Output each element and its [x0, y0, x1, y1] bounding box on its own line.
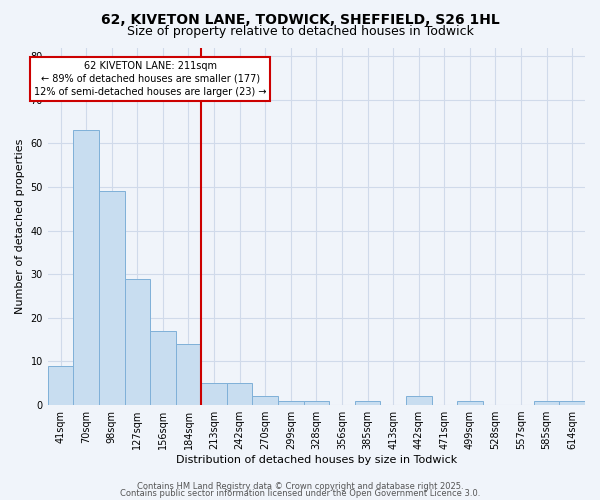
Bar [457, 400, 482, 405]
Bar [99, 192, 125, 405]
Y-axis label: Number of detached properties: Number of detached properties [15, 138, 25, 314]
Text: Contains HM Land Registry data © Crown copyright and database right 2025.: Contains HM Land Registry data © Crown c… [137, 482, 463, 491]
Bar [534, 400, 559, 405]
Bar [355, 400, 380, 405]
Text: 62 KIVETON LANE: 211sqm
← 89% of detached houses are smaller (177)
12% of semi-d: 62 KIVETON LANE: 211sqm ← 89% of detache… [34, 60, 266, 97]
Bar [73, 130, 99, 405]
Text: Size of property relative to detached houses in Todwick: Size of property relative to detached ho… [127, 25, 473, 38]
Bar [201, 384, 227, 405]
Text: Contains public sector information licensed under the Open Government Licence 3.: Contains public sector information licen… [120, 490, 480, 498]
Bar [150, 331, 176, 405]
Bar [278, 400, 304, 405]
Bar [48, 366, 73, 405]
Bar [125, 278, 150, 405]
Bar [253, 396, 278, 405]
Bar [406, 396, 431, 405]
Bar [304, 400, 329, 405]
Text: 62, KIVETON LANE, TODWICK, SHEFFIELD, S26 1HL: 62, KIVETON LANE, TODWICK, SHEFFIELD, S2… [101, 12, 499, 26]
X-axis label: Distribution of detached houses by size in Todwick: Distribution of detached houses by size … [176, 455, 457, 465]
Bar [176, 344, 201, 405]
Bar [559, 400, 585, 405]
Bar [227, 384, 253, 405]
